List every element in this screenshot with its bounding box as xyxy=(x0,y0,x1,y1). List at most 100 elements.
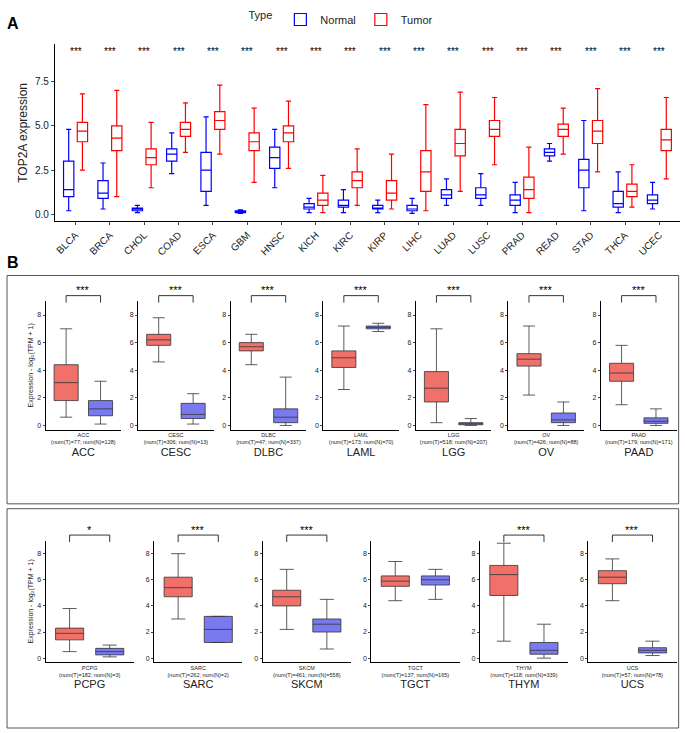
svg-text:***: *** xyxy=(447,46,459,57)
svg-text:***: *** xyxy=(76,284,90,296)
svg-text:0: 0 xyxy=(580,655,584,662)
svg-text:DLBC: DLBC xyxy=(254,446,283,458)
svg-text:0: 0 xyxy=(315,422,319,429)
svg-text:***: *** xyxy=(241,46,253,57)
svg-text:Normal: Normal xyxy=(320,14,355,26)
svg-text:LAML: LAML xyxy=(347,446,376,458)
svg-text:READ: READ xyxy=(534,230,561,257)
svg-text:SKCM(num(T)=461; num(N)=558): SKCM(num(T)=461; num(N)=558) xyxy=(273,665,341,678)
svg-text:8: 8 xyxy=(580,550,584,557)
svg-text:*: * xyxy=(87,524,92,536)
svg-text:6: 6 xyxy=(37,339,41,346)
svg-text:COAD: COAD xyxy=(155,230,183,258)
svg-text:UCEC: UCEC xyxy=(637,230,665,258)
svg-text:ACC: ACC xyxy=(72,446,95,458)
svg-text:PAAD: PAAD xyxy=(624,446,653,458)
svg-text:***: *** xyxy=(354,284,368,296)
svg-text:2: 2 xyxy=(37,628,41,635)
svg-text:8: 8 xyxy=(500,311,504,318)
svg-text:8: 8 xyxy=(593,311,597,318)
svg-text:***: *** xyxy=(482,46,494,57)
svg-text:BLCA: BLCA xyxy=(54,229,80,255)
svg-text:6: 6 xyxy=(471,576,475,583)
svg-text:Expression - log₂(TPM + 1): Expression - log₂(TPM + 1) xyxy=(27,559,35,643)
svg-text:TGCT: TGCT xyxy=(400,678,430,690)
svg-text:***: *** xyxy=(539,284,553,296)
svg-text:PCPG: PCPG xyxy=(74,678,105,690)
svg-text:KIRP: KIRP xyxy=(365,229,390,254)
svg-text:***: *** xyxy=(169,284,183,296)
svg-text:SARC(num(T)=262; num(N)=2): SARC(num(T)=262; num(N)=2) xyxy=(168,665,230,678)
svg-text:UCS(num(T)=57; num(N)=78): UCS(num(T)=57; num(N)=78) xyxy=(602,665,664,678)
svg-text:***: *** xyxy=(191,524,205,536)
svg-text:8: 8 xyxy=(315,311,319,318)
svg-text:6: 6 xyxy=(254,576,258,583)
svg-text:0: 0 xyxy=(146,655,150,662)
svg-text:KIRC: KIRC xyxy=(331,230,356,255)
svg-text:LIHC: LIHC xyxy=(400,230,424,254)
svg-text:***: *** xyxy=(104,46,116,57)
svg-text:KICH: KICH xyxy=(296,230,321,255)
svg-text:7.5: 7.5 xyxy=(35,76,49,87)
svg-text:8: 8 xyxy=(254,550,258,557)
svg-text:2: 2 xyxy=(130,394,134,401)
svg-text:0: 0 xyxy=(500,422,504,429)
svg-text:6: 6 xyxy=(407,339,411,346)
svg-text:PAAD(num(T)=179; num(N)=171): PAAD(num(T)=179; num(N)=171) xyxy=(605,432,673,445)
svg-text:0: 0 xyxy=(407,422,411,429)
svg-text:BRCA: BRCA xyxy=(87,229,115,257)
svg-text:4: 4 xyxy=(130,367,134,374)
svg-text:6: 6 xyxy=(130,339,134,346)
svg-text:***: *** xyxy=(550,46,562,57)
svg-text:2.5: 2.5 xyxy=(35,165,49,176)
svg-text:***: *** xyxy=(585,46,597,57)
svg-text:TGCT(num(T)=137; num(N)=165): TGCT(num(T)=137; num(N)=165) xyxy=(382,665,450,678)
svg-text:LUSC: LUSC xyxy=(466,230,493,257)
svg-text:***: *** xyxy=(632,284,646,296)
svg-text:8: 8 xyxy=(471,550,475,557)
svg-text:8: 8 xyxy=(37,550,41,557)
svg-text:6: 6 xyxy=(222,339,226,346)
svg-text:***: *** xyxy=(70,46,82,57)
svg-text:2: 2 xyxy=(500,394,504,401)
svg-text:***: *** xyxy=(276,46,288,57)
svg-text:6: 6 xyxy=(593,339,597,346)
svg-text:***: *** xyxy=(619,46,631,57)
svg-text:4: 4 xyxy=(315,367,319,374)
svg-text:***: *** xyxy=(625,524,639,536)
svg-text:4: 4 xyxy=(471,602,475,609)
svg-text:***: *** xyxy=(447,284,461,296)
svg-text:PRAD: PRAD xyxy=(500,230,527,257)
svg-text:THCA: THCA xyxy=(603,229,630,256)
svg-text:4: 4 xyxy=(254,602,258,609)
svg-text:HNSC: HNSC xyxy=(259,230,287,258)
svg-text:***: *** xyxy=(344,46,356,57)
svg-text:Tumor: Tumor xyxy=(401,14,433,26)
svg-text:8: 8 xyxy=(407,311,411,318)
svg-text:0: 0 xyxy=(130,422,134,429)
svg-text:UCS: UCS xyxy=(621,678,644,690)
svg-text:2: 2 xyxy=(37,394,41,401)
svg-text:2: 2 xyxy=(363,628,367,635)
svg-text:0: 0 xyxy=(37,422,41,429)
svg-text:THYM: THYM xyxy=(508,678,539,690)
svg-text:4: 4 xyxy=(222,367,226,374)
svg-text:8: 8 xyxy=(222,311,226,318)
svg-text:2: 2 xyxy=(471,628,475,635)
svg-text:CESC(num(T)=306; num(N)=13): CESC(num(T)=306; num(N)=13) xyxy=(144,432,209,445)
svg-text:***: *** xyxy=(653,46,665,57)
svg-text:DLBC(num(T)=47; num(N)=337): DLBC(num(T)=47; num(N)=337) xyxy=(236,432,301,445)
svg-text:GBM: GBM xyxy=(228,230,252,254)
svg-text:4: 4 xyxy=(363,602,367,609)
svg-text:LGG: LGG xyxy=(442,446,465,458)
svg-text:2: 2 xyxy=(407,394,411,401)
svg-text:2: 2 xyxy=(593,394,597,401)
svg-text:4: 4 xyxy=(146,602,150,609)
svg-text:STAD: STAD xyxy=(570,230,596,256)
svg-text:***: *** xyxy=(517,524,531,536)
svg-text:6: 6 xyxy=(315,339,319,346)
svg-text:B: B xyxy=(7,254,19,271)
svg-text:0: 0 xyxy=(363,655,367,662)
svg-text:2: 2 xyxy=(222,394,226,401)
svg-text:LAML(num(T)=173; num(N)=70): LAML(num(T)=173; num(N)=70) xyxy=(329,432,394,445)
